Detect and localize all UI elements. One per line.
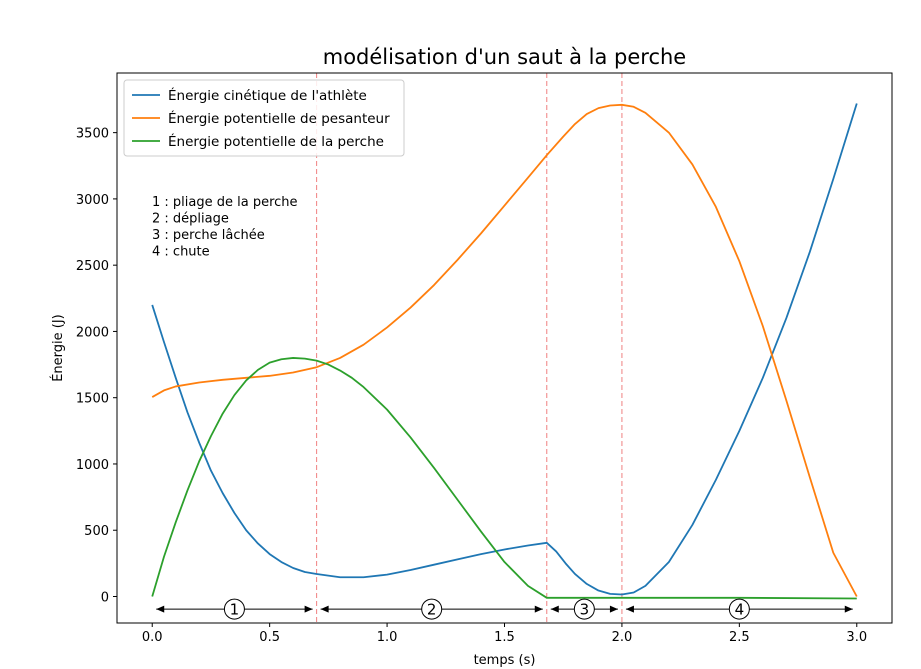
- y-tick-label: 500: [84, 524, 109, 539]
- series-line-3: [151, 357, 857, 600]
- y-tick-label: 2500: [76, 259, 109, 274]
- phase-note: 3 : perche lâchée: [152, 228, 265, 243]
- arrow-head: [550, 605, 559, 613]
- phase-number: 3: [580, 601, 590, 619]
- phase-note: 1 : pliage de la perche: [152, 195, 298, 210]
- arrow-head: [304, 605, 313, 613]
- plot-content: [151, 73, 858, 623]
- phase-number: 2: [427, 601, 437, 619]
- series-line-2: [151, 103, 858, 597]
- arrow-head: [534, 605, 543, 613]
- x-tick-label: 2.0: [612, 630, 633, 645]
- phase-marker: [573, 598, 595, 620]
- phase-note: 4 : chute: [152, 245, 210, 260]
- series-line-1: [151, 103, 858, 596]
- x-axis-label: temps (s): [474, 653, 536, 668]
- legend-label: Énergie potentielle de la perche: [168, 133, 384, 150]
- arrow-head: [320, 605, 329, 613]
- y-tick-label: 2000: [76, 325, 109, 340]
- arrow-head: [609, 605, 618, 613]
- y-tick-label: 3500: [76, 127, 109, 142]
- legend: Énergie cinétique de l'athlète Énergie po…: [123, 79, 405, 157]
- legend-label: Énergie potentielle de pesanteur: [168, 110, 390, 127]
- x-tick-label: 0.0: [142, 630, 163, 645]
- phase-marker: [223, 598, 245, 620]
- annotations: 1 2 3 4: [156, 598, 853, 620]
- y-tick-label: 0: [101, 590, 109, 605]
- x-tick-label: 3.0: [846, 630, 867, 645]
- y-tick-label: 3000: [76, 193, 109, 208]
- phase-number: 4: [735, 601, 745, 619]
- y-tick-label: 1000: [76, 458, 109, 473]
- y-tick-label: 1500: [76, 392, 109, 407]
- phase-number: 1: [230, 601, 240, 619]
- x-tick-label: 0.5: [259, 630, 280, 645]
- arrow-head: [625, 605, 634, 613]
- phase-note: 2 : dépliage: [152, 212, 229, 227]
- x-tick-label: 1.0: [377, 630, 398, 645]
- arrow-head: [156, 605, 165, 613]
- x-axis: 0.0 0.5 1.0 1.5 2.0 2.5 3.0: [142, 623, 867, 645]
- chart-title: modélisation d'un saut à la perche: [323, 45, 686, 69]
- x-tick-label: 1.5: [494, 630, 515, 645]
- x-tick-label: 2.5: [729, 630, 750, 645]
- phase-marker: [728, 598, 750, 620]
- y-axis-label: Énergie (J): [50, 314, 66, 382]
- phase-marker: [421, 598, 443, 620]
- legend-box: [123, 79, 405, 157]
- arrow-head: [844, 605, 853, 613]
- legend-label: Énergie cinétique de l'athlète: [168, 87, 367, 104]
- y-axis: 0 500 1000 1500 2000 2500 3000 3500: [76, 127, 117, 605]
